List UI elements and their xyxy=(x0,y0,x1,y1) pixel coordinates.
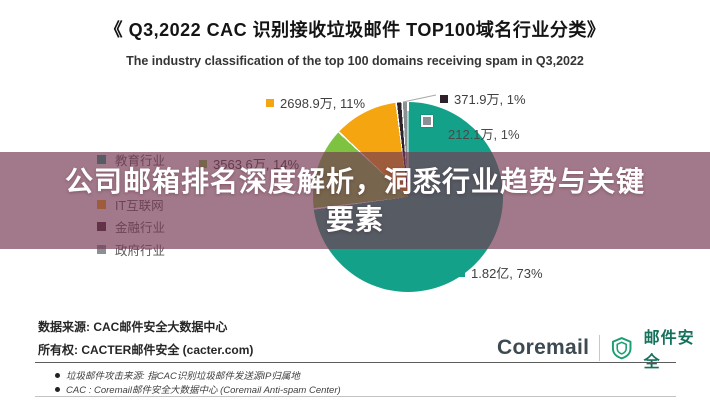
coremail-wordmark: Coremail xyxy=(497,336,590,359)
callout-finance-text: 371.9万, 1% xyxy=(454,92,526,107)
callout-government-text: 212.1万, 1% xyxy=(448,127,520,142)
callout-government: 212.1万, 1% xyxy=(448,124,520,143)
callout-education: 1.82亿, 73% xyxy=(457,263,543,282)
footnote-spam-source-text: 垃圾邮件攻击来源: 指CAC识别垃圾邮件发送源IP归属地 xyxy=(66,371,300,382)
brand-lockup: Coremail 邮件安全 xyxy=(497,324,710,372)
callout-education-text: 1.82亿, 73% xyxy=(471,266,543,281)
swatch-teal xyxy=(457,268,465,277)
footnote-cac-definition-text: CAC : Coremail邮件安全大数据中心 (Coremail Anti-s… xyxy=(66,385,341,396)
headline-line1: 公司邮箱排名深度解析，洞悉行业趋势与关键 xyxy=(64,165,645,197)
headline-text: 公司邮箱排名深度解析，洞悉行业趋势与关键 要素 xyxy=(25,163,685,239)
brand-product-name: 邮件安全 xyxy=(643,330,695,371)
legend-swatch-government xyxy=(97,245,106,254)
divider-rule-top xyxy=(35,362,676,363)
footnote-cac-definition: CAC : Coremail邮件安全大数据中心 (Coremail Anti-s… xyxy=(55,382,341,396)
footnote-spam-source: 垃圾邮件攻击来源: 指CAC识别垃圾邮件发送源IP归属地 xyxy=(55,368,300,382)
page-title: 《 Q3,2022 CAC 识别接收垃圾邮件 TOP100域名行业分类》 xyxy=(104,20,606,40)
divider-rule-bottom xyxy=(35,396,676,397)
headline-banner: 公司邮箱排名深度解析，洞悉行业趋势与关键 要素 xyxy=(0,152,710,249)
brand-divider xyxy=(599,335,601,361)
shield-icon xyxy=(612,337,632,360)
callout-it: 2698.9万, 11% xyxy=(266,93,365,112)
swatch-dark xyxy=(440,94,448,103)
callout-finance: 371.9万, 1% xyxy=(440,89,526,108)
swatch-orange xyxy=(266,98,274,107)
page-subtitle: The industry classification of the top 1… xyxy=(126,54,584,68)
bullet-icon xyxy=(55,372,60,378)
callout-it-text: 2698.9万, 11% xyxy=(280,96,366,111)
headline-line2: 要素 xyxy=(325,203,384,235)
ownership-line: 所有权: CACTER邮件安全 (cacter.com) xyxy=(38,343,254,357)
gov-slice-marker xyxy=(421,115,433,127)
data-source-line: 数据来源: CAC邮件安全大数据中心 xyxy=(38,320,228,334)
bullet-icon xyxy=(55,386,60,392)
